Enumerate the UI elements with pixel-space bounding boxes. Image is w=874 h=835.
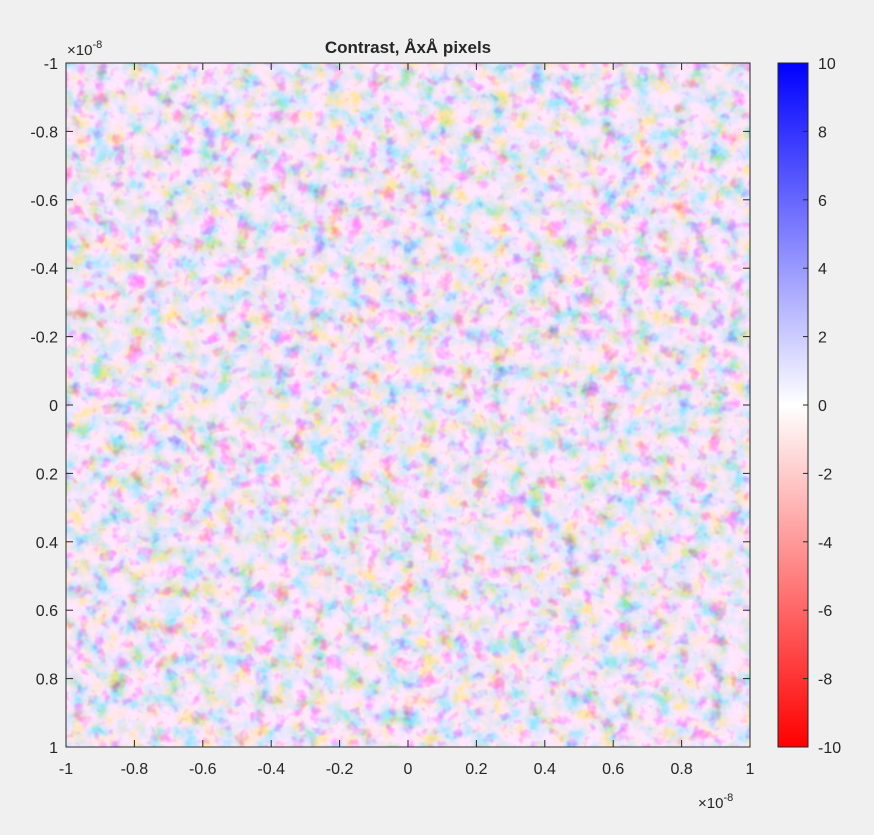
x-tick-label: -0.6	[189, 761, 217, 778]
y-exponent-base: ×10	[67, 42, 92, 59]
colorbar-tick-label: 0	[818, 398, 827, 415]
y-axis-exponent: ×10-8	[67, 39, 102, 59]
y-tick-label: -1	[44, 56, 58, 73]
x-tick-label: 0.2	[465, 761, 487, 778]
colorbar-tick-label: 8	[818, 124, 827, 141]
y-exponent-power: -8	[92, 39, 102, 51]
y-tick-label: -0.6	[30, 193, 58, 210]
y-tick-label: 0.8	[36, 672, 58, 689]
x-axis-exponent: ×10-8	[698, 792, 733, 812]
colorbar-tick-label: -6	[818, 603, 832, 620]
x-tick-label: 0.4	[534, 761, 556, 778]
colorbar-tick-label: 6	[818, 193, 827, 210]
y-tick-label: -0.4	[30, 261, 58, 278]
y-tick-label: 0.2	[36, 466, 58, 483]
colorbar-tick-label: 2	[818, 330, 827, 347]
y-axis: -1 -0.8 -0.6 -0.4 -0.2 0 0.2 0.4 0.6 0.8 1	[30, 56, 750, 757]
y-tick-label: 0.6	[36, 603, 58, 620]
colorbar-tick-label: 4	[818, 261, 827, 278]
colorbar-tick-label: -2	[818, 466, 832, 483]
svg-text:×10-8: ×10-8	[698, 792, 733, 812]
colorbar-ticks: 10 8 6 4 2 0 -2 -4 -6 -8 -10	[803, 56, 841, 757]
x-tick-label: 0.6	[602, 761, 624, 778]
y-tick-label: 0.4	[36, 535, 58, 552]
chart-title: Contrast, ÅxÅ pixels	[325, 38, 491, 57]
x-exponent-power: -8	[723, 792, 733, 804]
x-axis: -1 -0.8 -0.6 -0.4 -0.2 0 0.2 0.4 0.6 0.8 1	[59, 63, 755, 778]
colorbar-tick-label: -10	[818, 740, 841, 757]
x-tick-label: 0	[404, 761, 413, 778]
x-tick-label: 0.8	[670, 761, 692, 778]
colorbar-tick-label: 10	[818, 56, 836, 73]
svg-text:×10-8: ×10-8	[67, 39, 102, 59]
x-tick-label: -0.8	[121, 761, 149, 778]
y-tick-label: 0	[49, 398, 58, 415]
x-tick-label: -0.2	[326, 761, 354, 778]
colorbar-tick-label: -4	[818, 535, 832, 552]
x-tick-label: -0.4	[257, 761, 285, 778]
x-exponent-base: ×10	[698, 795, 723, 812]
y-tick-label: -0.8	[30, 124, 58, 141]
x-tick-label: -1	[59, 761, 73, 778]
heatmap-image	[66, 63, 750, 747]
y-tick-label: -0.2	[30, 330, 58, 347]
colorbar-tick-label: -8	[818, 672, 832, 689]
y-tick-label: 1	[49, 740, 58, 757]
x-tick-label: 1	[746, 761, 755, 778]
